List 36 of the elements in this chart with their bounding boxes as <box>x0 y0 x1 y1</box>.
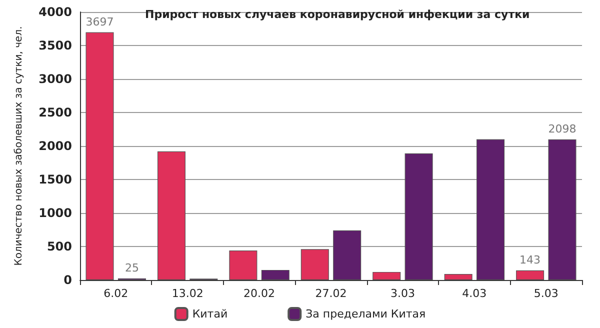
bar <box>372 272 401 280</box>
legend-label: За пределами Китая <box>306 308 426 320</box>
y-tick-label: 3000 <box>38 72 72 86</box>
chart-title: Прирост новых случаев коронавирусной инфекции за сутки <box>145 8 530 21</box>
bar <box>229 250 258 280</box>
bar <box>300 249 329 280</box>
y-tick-label: 500 <box>46 240 72 254</box>
y-tick-label: 0 <box>64 273 72 287</box>
bar <box>261 270 290 280</box>
bar <box>404 153 433 280</box>
x-tick-label: 5.03 <box>534 287 558 300</box>
x-tick-label: 27.02 <box>315 287 347 300</box>
data-label: 3697 <box>86 15 114 28</box>
data-label: 2098 <box>548 122 576 136</box>
x-tick-label: 6.02 <box>104 287 128 300</box>
x-tick-label: 13.02 <box>172 287 204 300</box>
y-tick-label: 1500 <box>38 172 72 186</box>
bar <box>516 270 544 280</box>
y-tick-label: 2000 <box>38 139 72 153</box>
bar <box>548 139 576 280</box>
y-tick-label: 2500 <box>38 106 72 120</box>
bar <box>333 230 362 280</box>
x-tick-label: 20.02 <box>244 287 276 300</box>
legend-label: Китай <box>192 308 228 320</box>
data-label: 143 <box>520 253 541 266</box>
y-axis-title: Количество новых заболевших за сутки, чел. <box>14 26 24 266</box>
bar <box>157 151 186 280</box>
x-tick-label: 3.03 <box>390 287 415 300</box>
data-label: 25 <box>124 261 139 274</box>
y-tick-label: 1000 <box>38 206 72 220</box>
y-tick-label: 3500 <box>38 38 72 52</box>
bar <box>86 32 114 280</box>
bar <box>444 274 472 280</box>
y-tick-label: 4000 <box>38 5 72 19</box>
x-tick-label: 4.03 <box>462 287 487 300</box>
bar <box>476 139 505 280</box>
